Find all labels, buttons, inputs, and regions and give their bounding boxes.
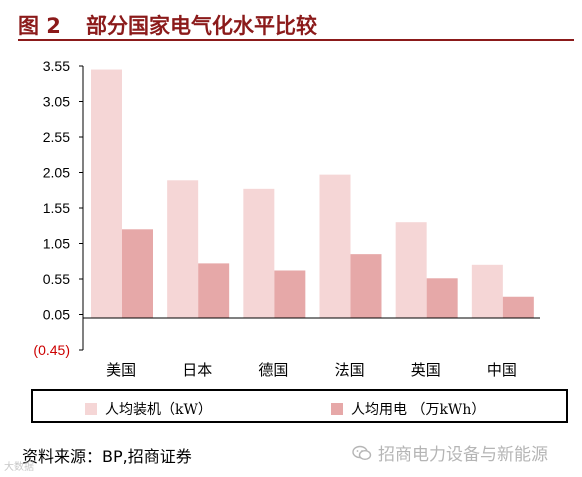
y-tick-label: 0.05 [43, 307, 70, 323]
figure-label: 图 2 [18, 14, 61, 38]
y-tick-label: 0.55 [43, 271, 70, 287]
bar-installed [91, 69, 122, 319]
x-tick-label: 中国 [487, 361, 517, 379]
y-tick-label: 3.55 [43, 58, 70, 74]
x-tick-label: 美国 [106, 361, 136, 379]
x-tick-label: 法国 [335, 361, 365, 379]
figure-title: 部分国家电气化水平比较 [86, 14, 317, 38]
bar-consumption [198, 263, 230, 319]
y-tick-label: 3.05 [43, 94, 70, 110]
x-tick-label: 日本 [182, 361, 212, 379]
y-tick-label: 2.55 [43, 129, 70, 145]
header-rule [18, 39, 574, 41]
bar-installed [167, 180, 199, 319]
y-tick-label: 1.05 [43, 236, 70, 252]
source-note: 资料来源：BP,招商证券 [22, 447, 192, 466]
x-tick-label: 德国 [258, 361, 288, 379]
legend-swatch-installed [85, 403, 97, 415]
legend-item-installed: 人均装机（kW） [85, 399, 212, 419]
legend-label-installed: 人均装机（kW） [105, 402, 212, 418]
bar-consumption [122, 229, 153, 319]
bar-chart: 3.55 3.05 2.55 2.05 1.55 1.05 0.55 0.05 (0.45) 美国… [33, 58, 540, 379]
y-tick-label: 2.05 [43, 165, 70, 181]
bar-consumption [350, 254, 382, 319]
y-tick-label: (0.45) [33, 342, 70, 358]
wechat-icon [352, 445, 372, 460]
corner-mark: 大数据 [4, 462, 34, 473]
bar-consumption [274, 270, 306, 319]
bar-consumption [426, 278, 458, 319]
bar-installed [243, 188, 275, 319]
bar-installed [471, 264, 503, 319]
legend-label-consumption: 人均用电 （万kWh） [351, 402, 486, 418]
x-tick-label: 英国 [411, 361, 441, 379]
bar-installed [319, 174, 351, 319]
watermark: 招商电力设备与新能源 [352, 440, 548, 465]
watermark-text: 招商电力设备与新能源 [378, 445, 548, 465]
y-tick-label: 1.55 [43, 200, 70, 216]
legend-item-consumption: 人均用电 （万kWh） [331, 399, 485, 419]
bar-consumption [502, 296, 534, 319]
chart-legend: 人均装机（kW） 人均用电 （万kWh） [31, 389, 568, 423]
figure-header: 图 2 部分国家电气化水平比较 [0, 0, 582, 44]
bar-installed [395, 222, 427, 319]
legend-swatch-consumption [331, 403, 343, 415]
